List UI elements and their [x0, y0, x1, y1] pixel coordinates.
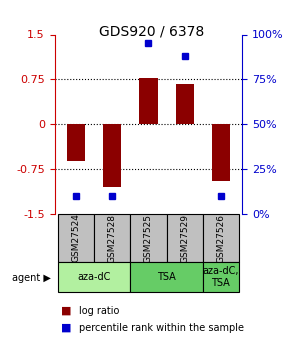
Text: agent ▶: agent ▶ [12, 273, 51, 283]
Text: GSM27526: GSM27526 [216, 214, 225, 263]
Text: TSA: TSA [157, 272, 176, 282]
FancyBboxPatch shape [58, 214, 94, 262]
FancyBboxPatch shape [58, 262, 130, 292]
Text: aza-dC: aza-dC [78, 272, 111, 282]
FancyBboxPatch shape [167, 214, 203, 262]
FancyBboxPatch shape [94, 214, 130, 262]
Text: GDS920 / 6378: GDS920 / 6378 [99, 24, 204, 38]
Bar [212, 124, 230, 181]
FancyBboxPatch shape [130, 262, 203, 292]
FancyBboxPatch shape [130, 214, 167, 262]
Text: percentile rank within the sample: percentile rank within the sample [79, 323, 244, 333]
Text: ■: ■ [61, 323, 71, 333]
Text: GSM27525: GSM27525 [144, 214, 153, 263]
Text: GSM27529: GSM27529 [180, 214, 189, 263]
Bar [175, 83, 194, 124]
Text: log ratio: log ratio [79, 306, 119, 315]
Bar [103, 124, 122, 187]
Text: ■: ■ [61, 306, 71, 315]
Text: aza-dC,
TSA: aza-dC, TSA [202, 266, 239, 288]
Text: GSM27524: GSM27524 [72, 214, 81, 263]
Text: GSM27528: GSM27528 [108, 214, 117, 263]
Bar [67, 124, 85, 161]
FancyBboxPatch shape [203, 214, 239, 262]
FancyBboxPatch shape [203, 262, 239, 292]
Bar [139, 78, 158, 124]
